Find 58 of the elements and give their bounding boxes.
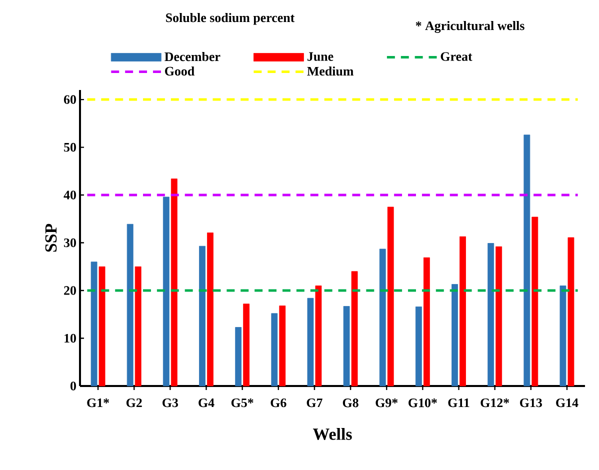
legend-label: June: [308, 52, 334, 61]
bar: [343, 306, 350, 386]
x-tick-label: G8: [342, 398, 358, 408]
bar: [351, 271, 358, 386]
bar: [560, 286, 566, 386]
x-tick-label: G13: [520, 398, 542, 408]
x-tick-label: G5*: [231, 398, 254, 408]
y-tick-label: 30: [64, 238, 76, 248]
bar: [162, 196, 170, 386]
bar: [271, 313, 278, 386]
bar: [423, 257, 430, 386]
x-tick-label: G11: [448, 398, 470, 408]
x-tick-label: G2: [126, 398, 142, 408]
y-tick-label: 40: [64, 190, 76, 200]
bar: [170, 178, 178, 386]
legend-label: Medium: [307, 66, 354, 76]
y-tick-label: 10: [64, 334, 76, 343]
bar: [235, 327, 242, 386]
x-tick-label: G9*: [376, 398, 398, 408]
bar: [315, 286, 322, 386]
bar: [279, 306, 286, 386]
x-tick-label: G14: [556, 398, 578, 408]
bar: [415, 306, 422, 386]
bar: [199, 246, 206, 386]
bar: [307, 298, 314, 386]
bar: [452, 284, 458, 386]
y-tick-label: 60: [64, 95, 76, 104]
x-axis-title: Wells: [312, 428, 352, 440]
bar: [532, 216, 538, 386]
legend-label: Great: [440, 52, 472, 61]
y-tick-label: 0: [70, 382, 76, 390]
bar: [496, 246, 502, 386]
bar: [243, 304, 250, 386]
legend-label: December: [164, 52, 220, 62]
bar: [568, 237, 574, 386]
bar: [207, 232, 214, 386]
bar: [98, 266, 106, 386]
bar: [524, 134, 530, 386]
bar: [488, 243, 494, 386]
x-tick-label: G10*: [408, 398, 437, 408]
y-tick-label: 50: [64, 142, 76, 152]
bar: [379, 248, 386, 386]
chart-title: Soluble sodium percent: [166, 13, 295, 25]
legend-label: Good: [165, 66, 194, 76]
bar: [134, 266, 142, 386]
bar: [90, 262, 98, 386]
y-tick-label: 20: [64, 286, 76, 295]
y-axis-title: SSP: [45, 224, 57, 252]
x-tick-label: G4: [198, 398, 214, 408]
x-tick-label: G7: [306, 398, 322, 408]
x-tick-label: G12*: [480, 398, 510, 408]
x-tick-label: G3: [162, 398, 178, 408]
bar: [460, 236, 466, 386]
x-tick-label: G6: [270, 398, 286, 408]
text: * Agricultural wells: [416, 21, 524, 33]
bar: [387, 206, 394, 386]
x-tick-label: G1*: [87, 398, 110, 408]
bar: [126, 224, 134, 386]
